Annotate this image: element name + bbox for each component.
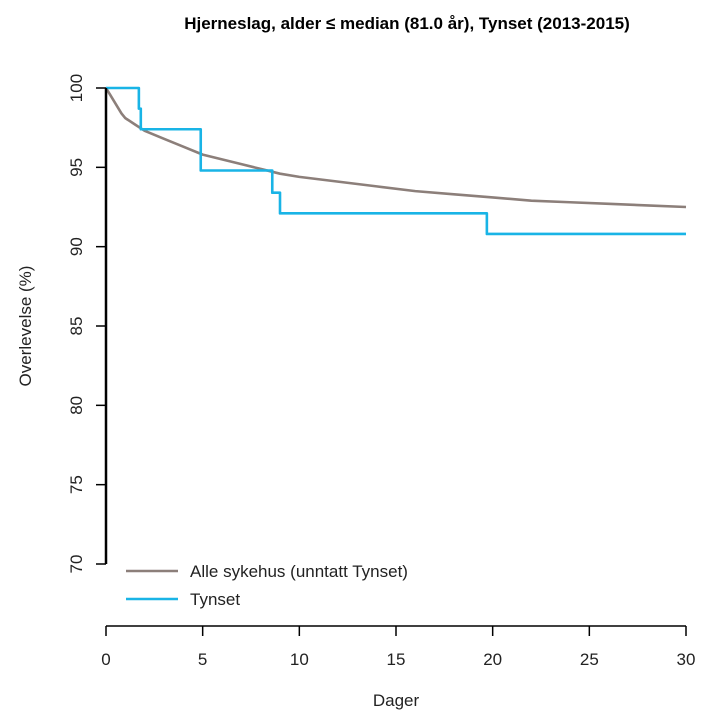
y-tick-label: 85	[67, 317, 86, 336]
x-tick-label: 25	[580, 650, 599, 669]
x-axis-ticks: 0 5 10 15 20 25 30	[101, 626, 695, 669]
x-axis-label: Dager	[373, 691, 420, 710]
y-axis-ticks: 70 75 80 85 90 95 100	[67, 74, 106, 574]
y-tick-label: 80	[67, 396, 86, 415]
y-tick-label: 75	[67, 475, 86, 494]
x-tick-label: 20	[483, 650, 502, 669]
plot-area	[104, 86, 687, 236]
y-tick-label: 70	[67, 555, 86, 574]
chart-title: Hjerneslag, alder ≤ median (81.0 år), Ty…	[184, 14, 630, 33]
x-tick-label: 10	[290, 650, 309, 669]
y-axis-label: Overlevelse (%)	[16, 266, 35, 387]
series-line-1	[106, 86, 686, 236]
y-tick-label: 90	[67, 237, 86, 256]
legend: Alle sykehus (unntatt Tynset) Tynset	[126, 562, 408, 609]
legend-label: Alle sykehus (unntatt Tynset)	[190, 562, 408, 581]
x-tick-label: 30	[677, 650, 696, 669]
x-tick-label: 0	[101, 650, 110, 669]
y-tick-label: 95	[67, 158, 86, 177]
y-tick-label: 100	[67, 74, 86, 102]
legend-label: Tynset	[190, 590, 240, 609]
x-tick-label: 5	[198, 650, 207, 669]
series-line-0	[104, 87, 687, 209]
x-tick-label: 15	[387, 650, 406, 669]
